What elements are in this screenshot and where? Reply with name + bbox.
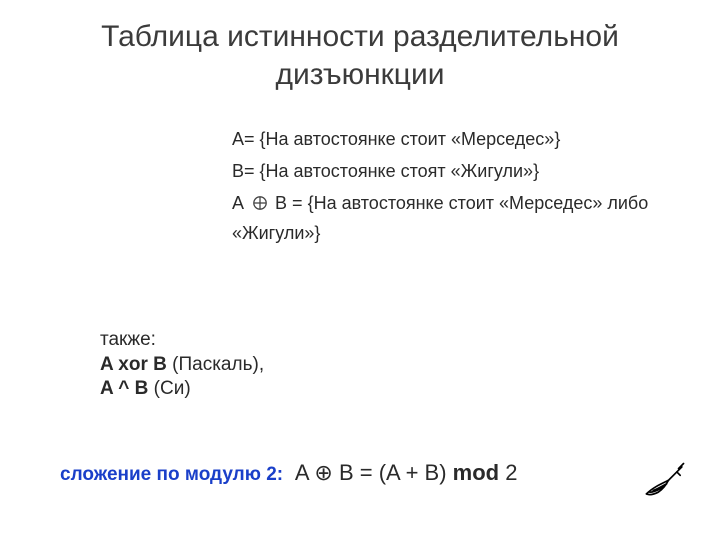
- mod2-label: сложение по модулю 2:: [60, 464, 283, 485]
- also-label: также:: [100, 328, 264, 353]
- def-a: А= {На автостоянке стоит «Мерседес»}: [232, 126, 672, 154]
- mod2-expression: A ⊕ B = (A + B) mod 2: [289, 460, 518, 485]
- writing-hand-icon: [638, 450, 692, 504]
- also-line-pascal: A xor B (Паскаль),: [100, 353, 264, 378]
- also-c-bold: A ^ B: [100, 378, 148, 399]
- def-b: В= {На автостоянке стоят «Жигули»}: [232, 158, 672, 186]
- def-xor-prefix: A: [232, 193, 243, 213]
- def-xor-suffix: B = {На автостоянке стоит «Мерседес» либ…: [232, 193, 648, 243]
- also-block: также: A xor B (Паскаль), A ^ B (Си): [100, 328, 264, 402]
- also-pascal-bold: A xor B: [100, 354, 167, 375]
- def-a-xor-b: A B = {На автостоянке стоит «Мерседес» л…: [232, 190, 672, 248]
- also-pascal-rest: (Паскаль),: [167, 354, 264, 375]
- mod2-right: 2: [499, 460, 517, 485]
- mod2-mod: mod: [453, 460, 499, 485]
- title-line1: Таблица истинности разделительной: [101, 20, 619, 53]
- title-line2: дизъюнкции: [276, 58, 445, 91]
- xor-circle-icon: [252, 192, 268, 220]
- definitions-block: А= {На автостоянке стоит «Мерседес»} В= …: [232, 126, 672, 252]
- slide-root: Таблица истинности разделительной дизъюн…: [0, 0, 720, 540]
- page-title: Таблица истинности разделительной дизъюн…: [0, 18, 720, 93]
- also-line-c: A ^ B (Си): [100, 377, 264, 402]
- mod2-block: сложение по модулю 2: A ⊕ B = (A + B) mo…: [60, 460, 517, 486]
- mod2-left: A ⊕ B = (A + B): [295, 460, 453, 485]
- also-c-rest: (Си): [148, 378, 190, 399]
